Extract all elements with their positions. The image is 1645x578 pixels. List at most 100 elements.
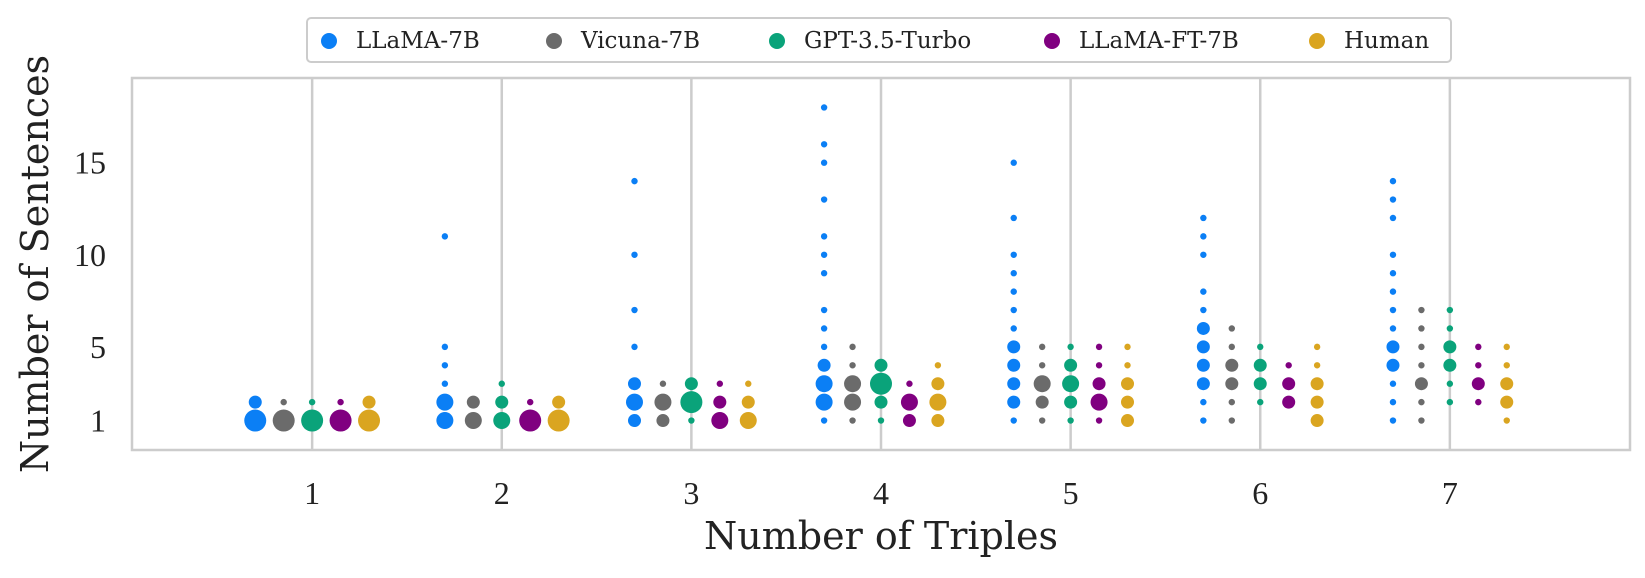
- legend-item: Vicuna-7B: [546, 28, 700, 54]
- data-point: [337, 398, 344, 406]
- data-point: [1010, 159, 1017, 166]
- data-point: [874, 358, 888, 372]
- data-point: [1196, 321, 1210, 335]
- data-point: [1010, 251, 1017, 258]
- data-point: [358, 409, 381, 432]
- data-point: [1475, 362, 1482, 369]
- data-point: [1257, 398, 1264, 406]
- data-point: [817, 358, 831, 372]
- data-point: [436, 393, 454, 411]
- data-point: [1389, 380, 1397, 387]
- data-point: [820, 141, 828, 148]
- data-point: [625, 393, 643, 411]
- data-point: [1228, 343, 1235, 351]
- data-point: [1500, 377, 1514, 391]
- legend-label: Human: [1344, 28, 1429, 54]
- x-tick-label: 6: [1252, 475, 1268, 511]
- data-point: [1386, 340, 1400, 354]
- data-point: [1064, 395, 1078, 409]
- data-point: [1446, 380, 1454, 387]
- data-point: [627, 377, 641, 391]
- data-point: [1007, 395, 1021, 409]
- data-point: [1503, 417, 1510, 424]
- data-point: [1475, 398, 1482, 406]
- data-point: [1414, 377, 1428, 391]
- y-tick-label: 10: [74, 237, 106, 273]
- legend-label: Vicuna-7B: [580, 28, 700, 54]
- legend-marker: [1309, 33, 1325, 49]
- data-point: [844, 375, 862, 393]
- y-tick-label: 5: [90, 329, 106, 365]
- data-point: [931, 414, 945, 428]
- data-point: [441, 343, 449, 351]
- data-point: [874, 395, 888, 409]
- data-point: [631, 251, 638, 258]
- data-point: [1010, 417, 1017, 424]
- legend-box: [306, 17, 1452, 63]
- data-point: [1257, 343, 1264, 351]
- data-point: [815, 375, 833, 393]
- data-point: [684, 377, 698, 391]
- x-tick-label: 3: [683, 475, 699, 511]
- data-point: [1310, 414, 1324, 428]
- data-point: [1443, 358, 1457, 372]
- data-point: [1471, 377, 1485, 391]
- legend-item: LLaMA-FT-7B: [1044, 28, 1239, 54]
- data-point: [1121, 377, 1135, 391]
- y-tick-label: 15: [74, 145, 106, 181]
- data-point: [1253, 358, 1267, 372]
- data-point: [441, 362, 449, 369]
- data-point: [711, 412, 729, 430]
- data-point: [1010, 306, 1017, 314]
- data-point: [498, 380, 505, 387]
- data-point: [745, 380, 752, 387]
- data-point: [1443, 340, 1457, 354]
- data-point: [820, 196, 828, 203]
- data-point: [1200, 288, 1207, 295]
- data-point: [688, 417, 695, 424]
- data-point: [1095, 343, 1103, 351]
- data-point: [1038, 362, 1046, 369]
- data-point: [1389, 288, 1397, 295]
- data-point: [1389, 177, 1397, 185]
- data-point: [1038, 343, 1046, 351]
- data-point: [1200, 214, 1207, 222]
- data-point: [1418, 398, 1425, 406]
- y-tick-label: 1: [90, 403, 106, 439]
- data-point: [362, 395, 376, 409]
- data-point: [1503, 343, 1510, 351]
- data-point: [631, 177, 638, 185]
- data-point: [244, 409, 267, 432]
- data-point: [849, 417, 856, 424]
- legend-item: Human: [1309, 28, 1429, 54]
- data-point: [1196, 377, 1210, 391]
- data-point: [1228, 417, 1235, 424]
- legend-marker: [321, 33, 337, 49]
- data-point: [820, 325, 828, 332]
- series-llama-ft-7b: [329, 343, 1485, 432]
- plot-area-frame: [130, 76, 1632, 452]
- data-point: [329, 409, 352, 432]
- legend-label: GPT-3.5-Turbo: [804, 28, 971, 54]
- data-point: [552, 395, 566, 409]
- data-point: [441, 380, 449, 387]
- data-points: [244, 104, 1514, 432]
- data-point: [1389, 270, 1397, 277]
- data-point: [870, 372, 892, 395]
- data-point: [1282, 395, 1296, 409]
- data-point: [1090, 393, 1108, 411]
- data-point: [820, 251, 828, 258]
- data-point: [1389, 214, 1397, 222]
- series-vicuna-7b: [272, 306, 1428, 432]
- data-point: [495, 395, 509, 409]
- data-point: [820, 104, 828, 111]
- data-point: [1124, 362, 1131, 369]
- data-point: [1389, 398, 1397, 406]
- data-point: [659, 380, 667, 387]
- data-point: [815, 393, 833, 411]
- data-point: [931, 377, 945, 391]
- x-tick-label: 1: [304, 475, 320, 511]
- data-point: [1389, 196, 1397, 203]
- data-point: [1010, 270, 1017, 277]
- data-point: [436, 412, 454, 430]
